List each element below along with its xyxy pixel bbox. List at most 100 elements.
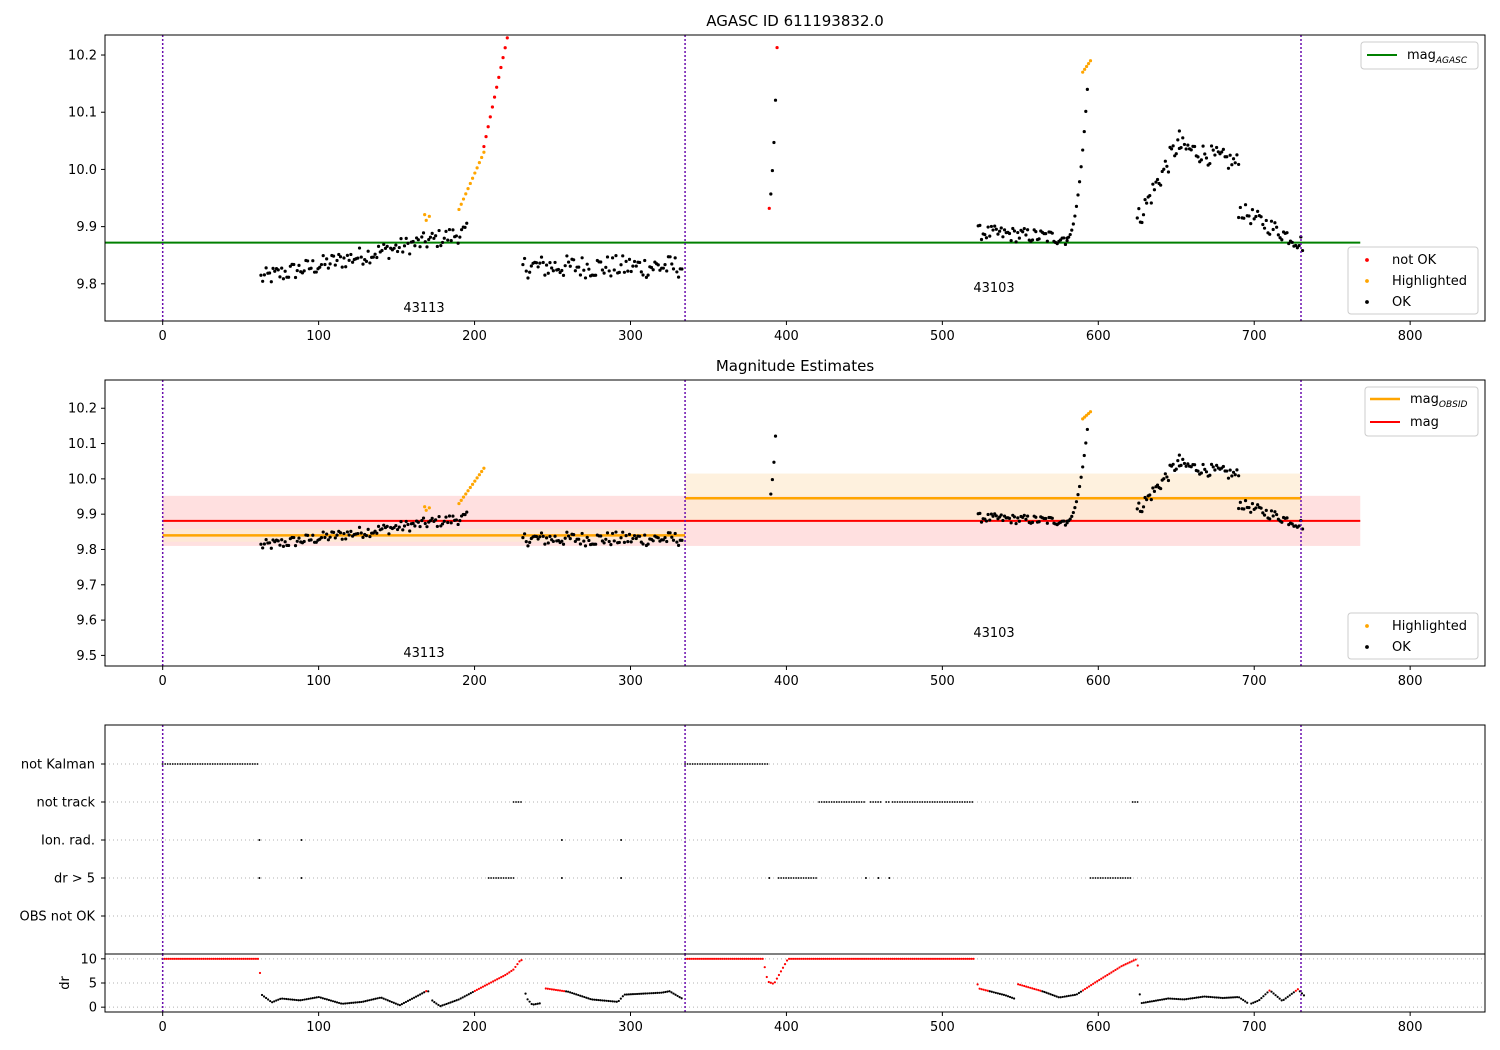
panel2-point-ok [548,534,552,538]
panel4-dr-point [759,957,762,960]
panel1-point-ok [292,262,296,267]
panel3-flag-point [785,877,788,879]
panel2-point-ok [1208,473,1212,477]
panel2-xtick-label: 700 [1242,674,1267,689]
panel3-flag-point [926,801,929,803]
panel2-point-ok [561,542,566,546]
panel1-xtick-label: 500 [930,329,955,344]
panel2-point-ok [361,535,365,539]
panel1-point-ok [536,265,540,269]
panel4-dr-point [1138,993,1141,996]
panel3-flag-point [830,801,833,803]
panel4-dr-point [206,957,209,960]
panel3-flag-point [911,801,914,803]
panel1-point-ok [661,266,665,270]
panel3-flag-point [166,763,169,765]
panel4-dr-point [1132,959,1135,962]
panel1-point-ok [602,271,606,275]
panel4-dr-point [680,997,683,1000]
panel2-point-ok [397,525,401,529]
panel4-dr-point [368,999,371,1002]
panel4-dr-point [354,1001,357,1004]
panel4-dr-point [946,957,949,960]
panel4-dr-point [564,990,568,993]
panel1-point-ok [998,229,1002,233]
panel1-point-ok [351,260,355,264]
panel2-point-ok [1268,517,1272,521]
panel1-point-ok [1152,188,1157,192]
panel4-dr-point [692,957,695,960]
panel1-point-ok [634,264,638,268]
panel3-flag-point [171,763,174,765]
panel1-point-ok [1204,156,1209,160]
panel1-point-ok [610,256,615,260]
panel1-point-ok [1230,163,1234,167]
panel1-point-ok [1081,148,1085,152]
panel4-dr-point [980,988,983,991]
panel2-ytick-label: 9.8 [76,543,97,558]
panel2-frame [104,379,1486,667]
panel3-flag-point [931,801,934,803]
panel4-dr-point [763,966,766,969]
panel4-dr-point [1010,996,1014,999]
panel1-point-ok [1140,220,1144,225]
panel2-point-ok [521,535,525,540]
panel4-dr-point [1090,984,1093,987]
panel4-dr-point [234,957,237,960]
panel2-point-ok [573,539,577,544]
panel4-dr-point [796,957,799,960]
panel1-point-ok [546,271,550,275]
panel3-flag-point [169,763,172,765]
panel2-point-ok [331,530,336,534]
panel2-point-ok [368,534,372,539]
panel3-flag-point [904,801,906,803]
panel2-point-ok [1141,505,1146,509]
panel2-point-highlighted [464,492,468,496]
panel2-point-ok [357,525,362,530]
panel4-dr-point [767,980,770,984]
panel3-flag-point [874,801,877,803]
panel4-dr-point [1067,994,1070,997]
panel1-point-ok [521,262,525,267]
panel1-point-ok [1254,214,1258,219]
panel4-dr-point [1264,993,1267,996]
panel4-dr-point [605,999,608,1002]
panel1-point-ok [262,273,266,277]
panel4-dr-point [406,999,410,1002]
panel2-point-highlighted [466,489,470,493]
panel2-point-ok [663,536,667,540]
panel1-point-ok [632,259,637,264]
panel3-flag-point [759,763,761,765]
panel4-dr-point [1114,968,1117,972]
panel3-flag-point [620,839,623,841]
panel1-point-ok [1077,180,1082,184]
panel4-dr-point [344,1002,347,1005]
panel3-flag-point [724,763,726,765]
panel1-point-ok [1193,144,1197,149]
panel1-point-ok [996,232,1000,236]
panel2-point-ok [435,524,439,529]
panel3-flag-point [802,877,805,879]
panel4-dr-point [808,957,811,960]
panel1-point-ok [541,260,545,265]
panel4-xtick-label: 400 [774,1020,799,1035]
panel1-point-highlighted [1081,70,1085,74]
panel2-point-ok [385,524,389,528]
panel3-flag-point [828,801,831,803]
panel3-flag-point [887,801,890,803]
panel1-point-highlighted [473,171,477,175]
panel2-point-ok [631,536,635,541]
panel3-flag-point [711,763,714,765]
panel4-dr-point [1223,996,1227,999]
panel1-point-ok [1215,145,1219,150]
panel1-point-ok [1237,162,1241,167]
panel4-dr-point [230,957,233,960]
panel1-point-ok [1276,233,1280,237]
panel2-point-ok [587,538,591,543]
panel4-dr-point [988,990,991,993]
panel3-flag-point [943,801,946,803]
panel1-point-ok [331,254,336,258]
panel2-point-ok [380,527,384,531]
panel1-point-ok [1145,201,1149,205]
panel3-flag-point [741,763,744,765]
